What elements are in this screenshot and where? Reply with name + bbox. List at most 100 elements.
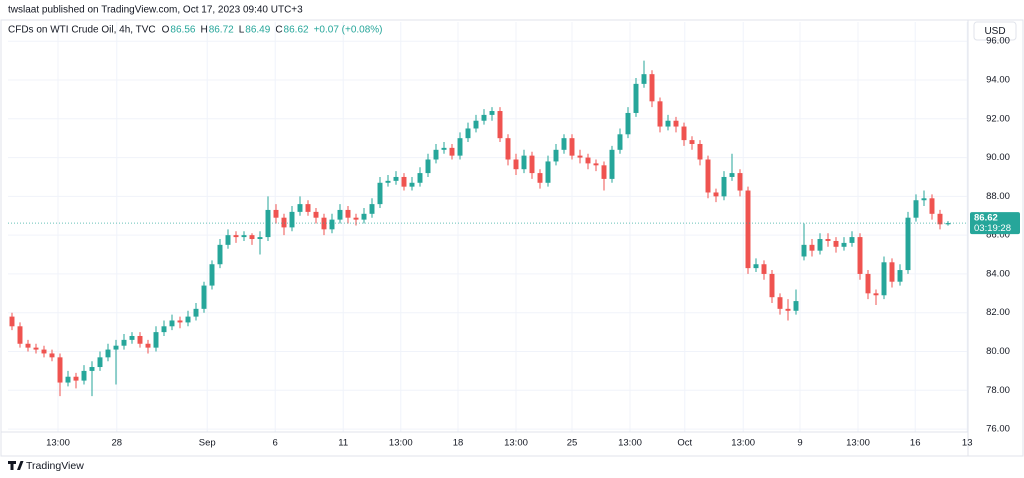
x-tick-label: 13:00 xyxy=(731,438,755,449)
candle-body xyxy=(273,209,279,218)
candle-body xyxy=(57,357,63,383)
candle-body xyxy=(505,138,511,160)
candle-body xyxy=(641,74,647,84)
brand: TradingView xyxy=(26,460,84,472)
candle-body xyxy=(785,308,791,311)
candle-body xyxy=(329,219,335,230)
candle-body xyxy=(129,335,135,340)
candle-body xyxy=(673,120,679,127)
candle-body xyxy=(657,101,663,127)
candle-body xyxy=(617,134,623,150)
candle-body xyxy=(649,74,655,102)
candle-body xyxy=(361,213,367,220)
candle-body xyxy=(369,204,375,214)
candle-body xyxy=(801,244,807,257)
candle-body xyxy=(265,209,271,238)
candle-body xyxy=(865,273,871,294)
x-tick-label: 25 xyxy=(567,438,578,449)
last-price: 86.62 xyxy=(974,213,998,224)
x-tick-label: 16 xyxy=(910,438,921,449)
candle-body xyxy=(81,370,87,381)
candle-body xyxy=(177,320,183,323)
candle-body xyxy=(417,173,423,183)
chart-title: CFDs on WTI Crude Oil, 4h, TVC xyxy=(8,25,156,36)
candle-body xyxy=(25,343,31,348)
candle-body xyxy=(337,209,343,220)
x-tick-label: 28 xyxy=(112,438,123,449)
candle-body xyxy=(385,180,391,183)
x-tick-label: Sep xyxy=(199,438,216,449)
change: +0.07 (+0.08%) xyxy=(314,25,383,36)
candle-body xyxy=(161,326,167,333)
candle-body xyxy=(857,237,863,274)
ohlc-label: C xyxy=(275,25,282,36)
candle-body xyxy=(601,165,607,179)
candle-body xyxy=(625,112,631,135)
y-tick-label: 86.00 xyxy=(986,230,1010,241)
candle-body xyxy=(353,217,359,220)
x-tick-label: 11 xyxy=(338,438,348,449)
ohlc-label: L xyxy=(239,25,245,36)
candle-body xyxy=(33,347,39,350)
y-tick-label: 84.00 xyxy=(986,268,1010,279)
candle-body xyxy=(937,213,943,225)
candle-body xyxy=(401,176,407,187)
candle-body xyxy=(593,163,599,166)
candle-body xyxy=(137,335,143,344)
x-tick-label: 6 xyxy=(273,438,278,449)
candle-body xyxy=(577,155,583,158)
candle-body xyxy=(489,111,495,115)
y-tick-label: 80.00 xyxy=(986,346,1010,357)
candle-body xyxy=(881,262,887,296)
ohlc-label: O xyxy=(162,25,170,36)
candle-body xyxy=(561,138,567,150)
candle-body xyxy=(873,293,879,296)
countdown: 03:19:28 xyxy=(974,223,1011,234)
candle-body xyxy=(97,357,103,368)
candle-body xyxy=(777,297,783,309)
candle-body xyxy=(249,235,255,240)
candle-body xyxy=(825,239,831,241)
currency-button[interactable] xyxy=(973,21,1017,41)
candle-body xyxy=(513,159,519,170)
legend: CFDs on WTI Crude Oil, 4h, TVC O 86.56 H 86… xyxy=(8,25,383,36)
y-tick-label: 82.00 xyxy=(986,307,1010,318)
candle-body xyxy=(697,143,703,160)
candle-body xyxy=(153,332,159,348)
candle-body xyxy=(241,235,247,238)
y-tick-label: 88.00 xyxy=(986,191,1010,202)
candle-body xyxy=(833,240,839,247)
candle-body xyxy=(257,237,263,240)
footer-logo: TradingView xyxy=(8,460,84,472)
candle-body xyxy=(313,211,319,218)
ohlc-value: 86.62 xyxy=(284,25,309,36)
candle-body xyxy=(201,285,207,309)
candle-body xyxy=(465,128,471,139)
candle-body xyxy=(529,155,535,174)
candle-body xyxy=(121,339,127,346)
currency[interactable]: USD xyxy=(984,26,1005,37)
candle-body xyxy=(441,147,447,150)
candle-body xyxy=(481,114,487,121)
ohlc-label: H xyxy=(200,25,207,36)
candle-body xyxy=(145,343,151,348)
candle-body xyxy=(681,126,687,141)
candle-body xyxy=(233,235,239,238)
y-tick-label: 94.00 xyxy=(986,75,1010,86)
candle-body xyxy=(897,270,903,282)
x-tick-label: 13:00 xyxy=(846,438,870,449)
candle-body xyxy=(665,120,671,127)
candle-body xyxy=(289,211,295,228)
candle-body xyxy=(185,316,191,323)
candle-body xyxy=(9,316,15,327)
candle-body xyxy=(209,264,215,286)
candle-body xyxy=(225,235,231,245)
candle-body xyxy=(569,138,575,156)
candle-body xyxy=(713,192,719,197)
candle-body xyxy=(409,182,415,187)
candle-body xyxy=(905,217,911,271)
candle-body xyxy=(193,308,199,317)
candle-body xyxy=(609,149,615,179)
x-tick-label: 9 xyxy=(797,438,802,449)
candle-body xyxy=(497,111,503,139)
